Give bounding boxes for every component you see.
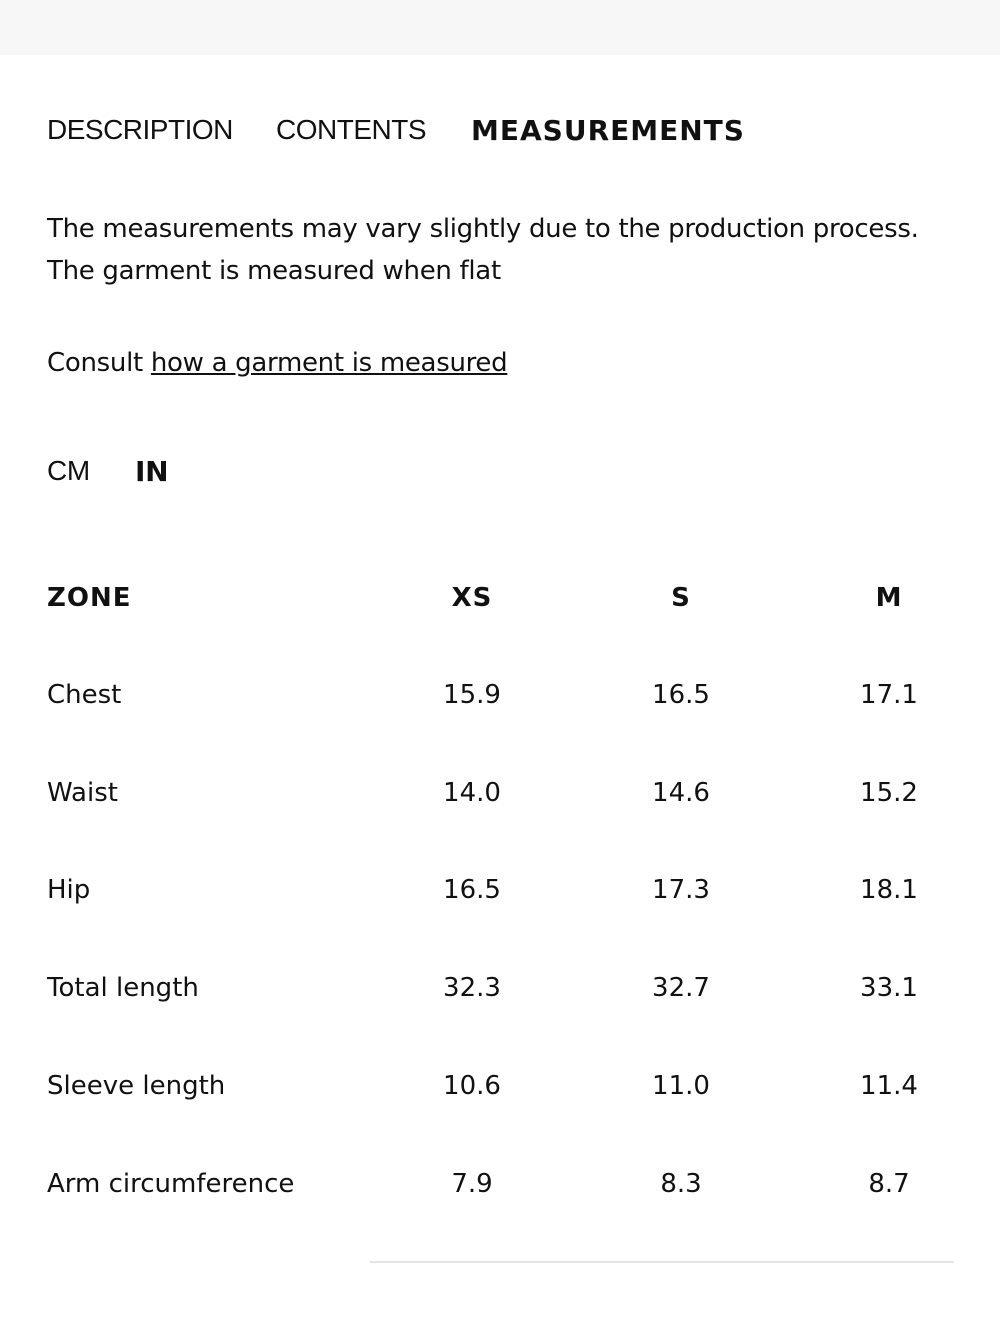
table-cell: 14.0 xyxy=(443,777,501,808)
table-cell: Waist xyxy=(47,777,118,808)
tab-active[interactable]: MEASUREMENTS xyxy=(471,114,745,147)
table-cell: 18.1 xyxy=(860,875,918,906)
table-cell: 7.9 xyxy=(451,1168,493,1199)
divider xyxy=(370,1261,954,1263)
top-bar xyxy=(0,0,1000,55)
table-cell: Hip xyxy=(47,875,91,906)
table-cell: Arm circumference xyxy=(47,1168,295,1199)
table-header: M xyxy=(875,583,903,613)
table-cell: 32.3 xyxy=(443,973,501,1004)
table-header: ZONE xyxy=(47,583,132,613)
table-cell: 8.3 xyxy=(660,1168,702,1199)
table-header: XS xyxy=(451,583,493,613)
tab[interactable]: DESCRIPTION xyxy=(47,114,233,145)
table-cell: 33.1 xyxy=(860,973,918,1004)
consult: Consult how a garment is measured xyxy=(47,348,508,378)
table-cell: Sleeve length xyxy=(47,1070,226,1101)
table-cell: 16.5 xyxy=(443,875,501,906)
table-cell: 17.1 xyxy=(860,680,918,710)
table-cell: 17.3 xyxy=(652,875,710,906)
intro-text: The measurements may vary slightly due t… xyxy=(47,214,919,244)
table-cell: 8.7 xyxy=(868,1168,910,1199)
table-cell: 11.0 xyxy=(652,1070,710,1101)
table-cell: 10.6 xyxy=(443,1070,501,1101)
table-cell: 15.9 xyxy=(443,680,501,710)
table-cell: 16.5 xyxy=(652,680,710,710)
unit-active[interactable]: IN xyxy=(135,455,169,488)
table-header: S xyxy=(671,583,691,613)
table-cell: Chest xyxy=(47,680,122,710)
tab[interactable]: CONTENTS xyxy=(276,114,427,145)
table-cell: 32.7 xyxy=(652,973,710,1004)
unit[interactable]: CM xyxy=(47,455,90,486)
table-cell: 14.6 xyxy=(652,777,710,808)
table-cell: 15.2 xyxy=(860,777,918,808)
table-cell: Total length xyxy=(47,973,199,1004)
consult-text: Consult xyxy=(47,348,143,378)
table-cell: 11.4 xyxy=(860,1070,918,1101)
consult-link[interactable]: how a garment is measured xyxy=(150,348,508,378)
intro-text: The garment is measured when flat xyxy=(47,256,501,286)
